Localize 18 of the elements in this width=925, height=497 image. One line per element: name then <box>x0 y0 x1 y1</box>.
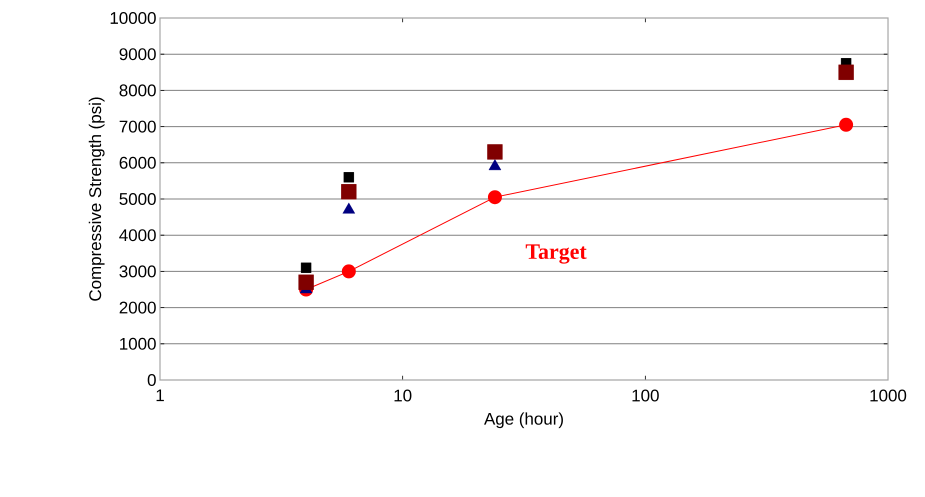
y-tick-label: 2000 <box>120 302 156 314</box>
x-tick-label: 10 <box>394 390 412 402</box>
y-tick-label: 6000 <box>120 156 156 169</box>
x-tick-label: 1000 <box>870 390 906 402</box>
x-tick-label: 1 <box>156 390 164 402</box>
y-tick-label: 10000 <box>110 12 156 24</box>
y-tick-label: 4000 <box>119 229 156 242</box>
y-tick-label: 0 <box>148 374 156 386</box>
x-tick-label: 100 <box>632 390 659 402</box>
y-tick-label: 1000 <box>120 338 156 350</box>
y-tick-label: 3000 <box>119 265 156 278</box>
x-axis-title: Age (hour) <box>484 412 563 428</box>
y-tick-label: 8000 <box>120 84 156 96</box>
y-axis-title: Compressive Strength (psi) <box>88 97 105 301</box>
y-tick-label: 7000 <box>120 120 156 133</box>
annotation: Target <box>526 244 587 264</box>
y-tick-label: 9000 <box>120 48 156 60</box>
y-tick-label: 5000 <box>119 193 156 205</box>
